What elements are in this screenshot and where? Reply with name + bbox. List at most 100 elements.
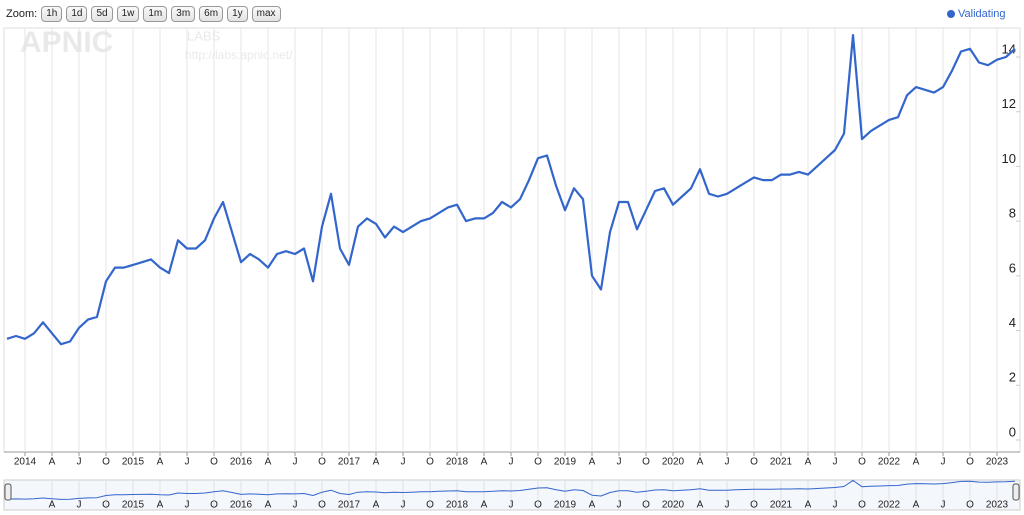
watermark-logo: APNIC xyxy=(20,26,113,59)
x-tick-label: 2023 xyxy=(986,457,1009,468)
zoom-button[interactable]: 1h xyxy=(41,6,63,22)
navigator-tick-label: A xyxy=(697,500,704,511)
zoom-button[interactable]: 3m xyxy=(171,6,196,22)
navigator-tick-label: J xyxy=(77,500,82,511)
plot-frame xyxy=(3,27,1021,453)
navigator-tick-label: A xyxy=(265,500,272,511)
x-tick-label: J xyxy=(509,457,514,468)
navigator-tick-label: A xyxy=(913,500,920,511)
x-tick-label: J xyxy=(941,457,946,468)
x-tick-label: O xyxy=(642,457,650,468)
zoom-bar: Zoom: 1h 1d 5d 1w 1m 3m 6m 1y max xyxy=(6,5,285,23)
zoom-button[interactable]: 1m xyxy=(143,6,168,22)
navigator-tick-label: A xyxy=(481,500,488,511)
x-tick-label: 2017 xyxy=(338,457,361,468)
x-tick-label: O xyxy=(966,457,974,468)
x-tick-label: J xyxy=(833,457,838,468)
zoom-button[interactable]: 1d xyxy=(66,6,88,22)
y-tick-label: 12 xyxy=(1002,96,1016,111)
navigator-handle[interactable] xyxy=(1012,483,1020,501)
navigator-tick-label: J xyxy=(293,500,298,511)
zoom-label: Zoom: xyxy=(6,8,38,20)
navigator-tick-label: O xyxy=(318,500,326,511)
x-tick-label: O xyxy=(534,457,542,468)
x-tick-label: A xyxy=(481,457,488,468)
navigator-tick-label: J xyxy=(401,500,406,511)
x-tick-label: O xyxy=(858,457,866,468)
legend-marker xyxy=(947,10,955,18)
navigator-tick-label: 2017 xyxy=(338,500,361,511)
navigator-tick-label: J xyxy=(833,500,838,511)
navigator-handle[interactable] xyxy=(4,483,12,501)
x-tick-label: J xyxy=(617,457,622,468)
x-tick-label: A xyxy=(157,457,164,468)
series-line xyxy=(6,34,1016,346)
x-tick-label: O xyxy=(750,457,758,468)
watermark-url: http://labs.apnic.net/ xyxy=(185,48,293,62)
zoom-button[interactable]: 1y xyxy=(227,6,248,22)
y-tick-label: 8 xyxy=(1009,206,1016,221)
navigator-line xyxy=(6,479,1016,500)
x-tick-label: 2016 xyxy=(230,457,253,468)
navigator-tick-label: O xyxy=(642,500,650,511)
navigator-frame xyxy=(3,479,1021,511)
zoom-button[interactable]: 6m xyxy=(199,6,224,22)
navigator-tick-label: A xyxy=(589,500,596,511)
zoom-button[interactable]: 5d xyxy=(91,6,113,22)
navigator-tick-label: O xyxy=(534,500,542,511)
navigator-tick-label: A xyxy=(49,500,56,511)
navigator-tick-label: O xyxy=(102,500,110,511)
zoom-button[interactable]: 1w xyxy=(116,6,140,22)
navigator-tick-label: O xyxy=(858,500,866,511)
navigator-tick-label: 2018 xyxy=(446,500,469,511)
x-tick-label: J xyxy=(401,457,406,468)
x-tick-label: J xyxy=(185,457,190,468)
x-tick-label: 2022 xyxy=(878,457,901,468)
navigator-tick-label: A xyxy=(373,500,380,511)
legend-label: Validating xyxy=(958,8,1006,20)
watermark-sub: LABS xyxy=(187,28,221,43)
navigator-tick-label: 2016 xyxy=(230,500,253,511)
navigator-tick-label: O xyxy=(426,500,434,511)
x-tick-label: A xyxy=(373,457,380,468)
zoom-button[interactable]: max xyxy=(251,6,281,22)
x-tick-label: 2018 xyxy=(446,457,469,468)
navigator-tick-label: J xyxy=(185,500,190,511)
navigator-tick-label: O xyxy=(750,500,758,511)
navigator-tick-label: J xyxy=(509,500,514,511)
x-tick-label: O xyxy=(426,457,434,468)
navigator-tick-label: 2015 xyxy=(122,500,145,511)
x-tick-label: O xyxy=(210,457,218,468)
x-tick-label: 2019 xyxy=(554,457,577,468)
navigator-tick-label: O xyxy=(210,500,218,511)
y-tick-label: 14 xyxy=(1002,41,1016,56)
x-tick-label: A xyxy=(697,457,704,468)
navigator-tick-label: 2020 xyxy=(662,500,685,511)
navigator-tick-label: 2019 xyxy=(554,500,577,511)
navigator-tick-label: 2021 xyxy=(770,500,793,511)
y-tick-label: 2 xyxy=(1009,370,1016,385)
x-tick-label: A xyxy=(805,457,812,468)
x-tick-label: 2015 xyxy=(122,457,145,468)
navigator-tick-label: O xyxy=(966,500,974,511)
navigator-tick-label: A xyxy=(805,500,812,511)
x-tick-label: J xyxy=(77,457,82,468)
navigator-tick-label: J xyxy=(941,500,946,511)
navigator-tick-label: A xyxy=(157,500,164,511)
x-tick-label: 2014 xyxy=(14,457,37,468)
y-tick-label: 4 xyxy=(1009,315,1016,330)
x-tick-label: A xyxy=(589,457,596,468)
navigator-tick-label: J xyxy=(617,500,622,511)
x-tick-label: J xyxy=(293,457,298,468)
x-tick-label: A xyxy=(913,457,920,468)
x-tick-label: A xyxy=(49,457,56,468)
x-tick-label: O xyxy=(102,457,110,468)
x-tick-label: J xyxy=(725,457,730,468)
x-tick-label: 2021 xyxy=(770,457,793,468)
navigator-tick-label: 2022 xyxy=(878,500,901,511)
navigator-tick-label: 2023 xyxy=(986,500,1009,511)
x-tick-label: 2020 xyxy=(662,457,685,468)
x-tick-label: O xyxy=(318,457,326,468)
